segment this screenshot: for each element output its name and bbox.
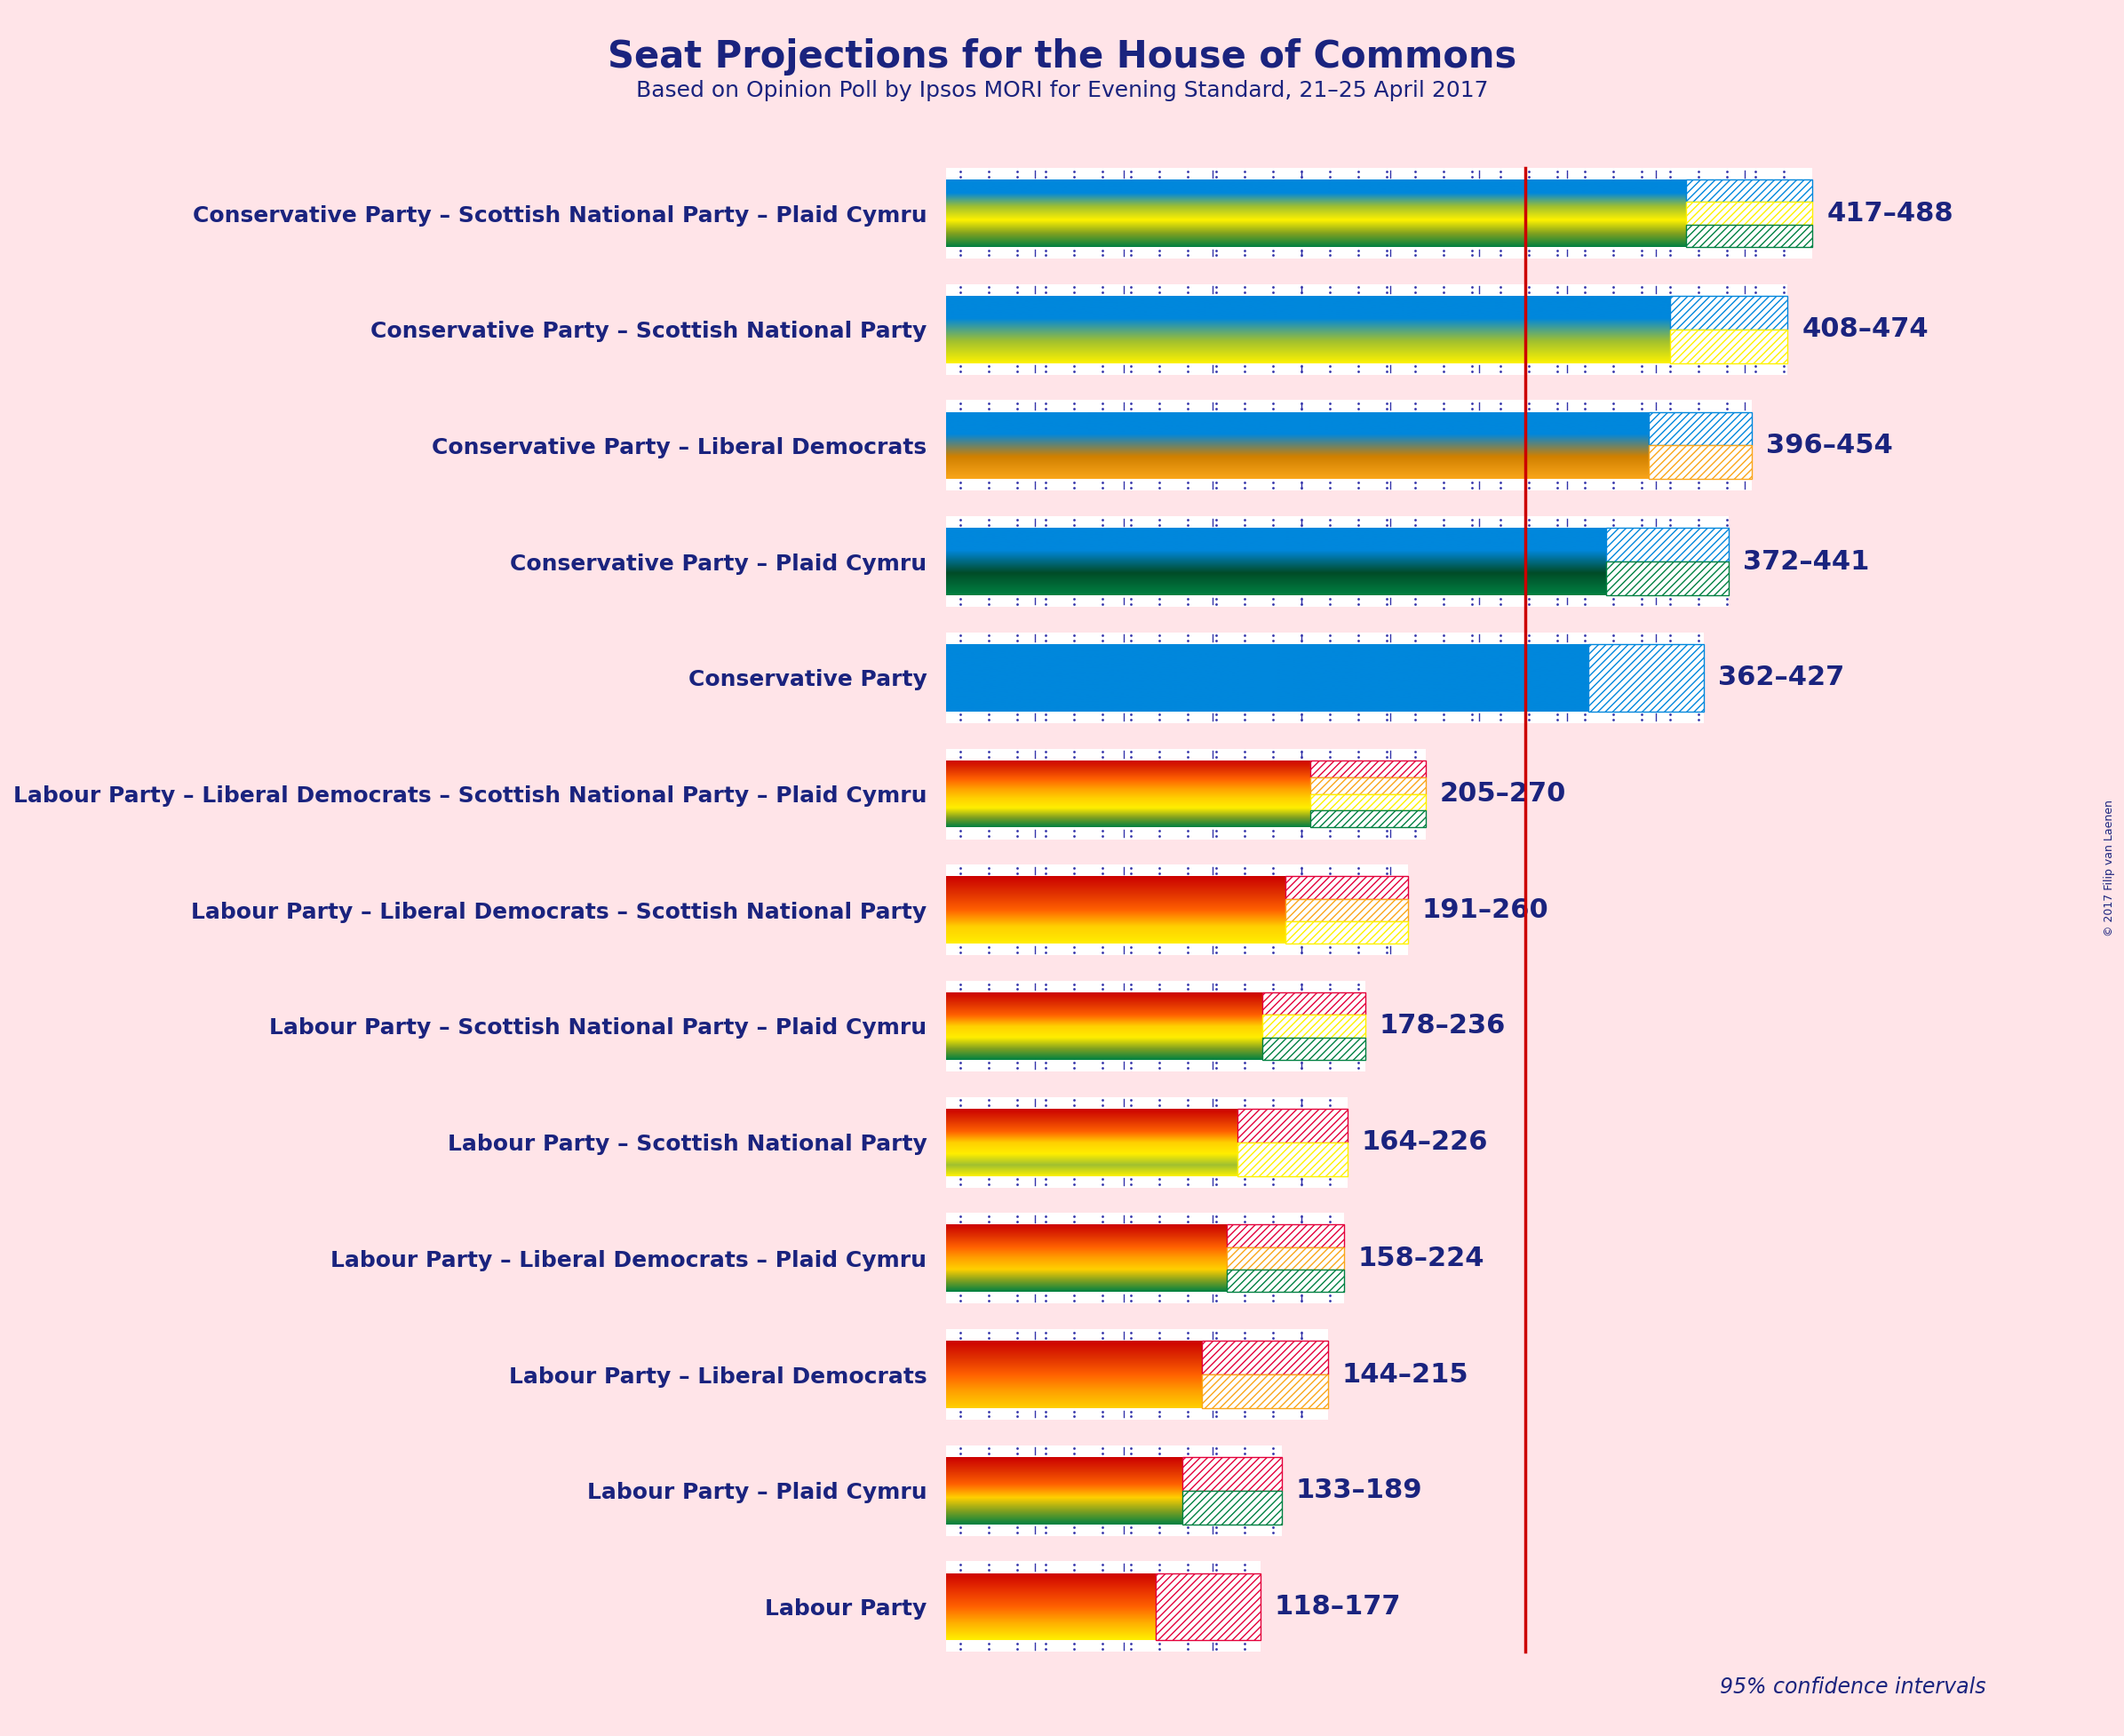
Bar: [1311, 760, 1425, 778]
Bar: [945, 944, 1408, 955]
Bar: [1311, 811, 1425, 828]
Bar: [1226, 1224, 1344, 1246]
Text: 362–427: 362–427: [1718, 665, 1846, 691]
Bar: [945, 1059, 1366, 1071]
Bar: [945, 865, 1408, 877]
Bar: [1669, 330, 1788, 363]
Bar: [1686, 179, 1812, 201]
Text: 178–236: 178–236: [1378, 1014, 1506, 1038]
Bar: [945, 401, 1752, 411]
Bar: [1648, 446, 1752, 479]
Bar: [1311, 778, 1425, 793]
Bar: [945, 247, 1812, 259]
Text: 408–474: 408–474: [1801, 316, 1929, 342]
Bar: [1155, 1573, 1260, 1641]
Text: Based on Opinion Poll by Ipsos MORI for Evening Standard, 21–25 April 2017: Based on Opinion Poll by Ipsos MORI for …: [635, 80, 1489, 101]
Bar: [1285, 922, 1408, 944]
Bar: [945, 1213, 1344, 1224]
Text: 95% confidence intervals: 95% confidence intervals: [1720, 1677, 1986, 1698]
Text: © 2017 Filip van Laenen: © 2017 Filip van Laenen: [2103, 800, 2116, 936]
Text: Seat Projections for the House of Commons: Seat Projections for the House of Common…: [607, 38, 1517, 76]
Text: 396–454: 396–454: [1767, 432, 1892, 458]
Bar: [945, 632, 1703, 644]
Text: 144–215: 144–215: [1342, 1361, 1468, 1387]
Bar: [945, 595, 1729, 608]
Bar: [945, 479, 1752, 491]
Bar: [1589, 644, 1703, 712]
Bar: [1202, 1375, 1328, 1408]
Bar: [1311, 793, 1425, 811]
Bar: [945, 712, 1703, 722]
Bar: [945, 285, 1788, 295]
Bar: [1686, 224, 1812, 247]
Bar: [1606, 562, 1729, 595]
Bar: [945, 1292, 1344, 1304]
Bar: [1262, 1016, 1366, 1038]
Bar: [1183, 1457, 1281, 1491]
Bar: [1238, 1142, 1347, 1175]
Bar: [1226, 1246, 1344, 1269]
Text: 118–177: 118–177: [1274, 1594, 1402, 1620]
Bar: [945, 516, 1729, 528]
Bar: [1226, 1269, 1344, 1292]
Text: 133–189: 133–189: [1296, 1477, 1423, 1503]
Bar: [945, 1561, 1260, 1573]
Bar: [1669, 295, 1788, 330]
Text: 158–224: 158–224: [1357, 1245, 1485, 1271]
Bar: [1183, 1491, 1281, 1524]
Bar: [945, 363, 1788, 375]
Bar: [945, 1097, 1347, 1109]
Text: 372–441: 372–441: [1744, 549, 1869, 575]
Text: 417–488: 417–488: [1827, 200, 1954, 226]
Text: 191–260: 191–260: [1421, 898, 1548, 924]
Bar: [1262, 993, 1366, 1016]
Bar: [945, 168, 1812, 179]
Bar: [1686, 201, 1812, 224]
Bar: [945, 748, 1425, 760]
Bar: [945, 1175, 1347, 1187]
Bar: [945, 828, 1425, 838]
Bar: [1202, 1340, 1328, 1375]
Bar: [945, 1446, 1281, 1457]
Bar: [1606, 528, 1729, 562]
Bar: [1285, 899, 1408, 922]
Bar: [945, 1641, 1260, 1653]
Bar: [1285, 877, 1408, 899]
Bar: [1238, 1109, 1347, 1142]
Bar: [1262, 1038, 1366, 1059]
Bar: [1648, 411, 1752, 446]
Bar: [945, 1330, 1328, 1340]
Bar: [945, 1408, 1328, 1420]
Text: 205–270: 205–270: [1440, 781, 1565, 807]
Text: 164–226: 164–226: [1361, 1130, 1489, 1154]
Bar: [945, 1524, 1281, 1536]
Bar: [945, 981, 1366, 993]
